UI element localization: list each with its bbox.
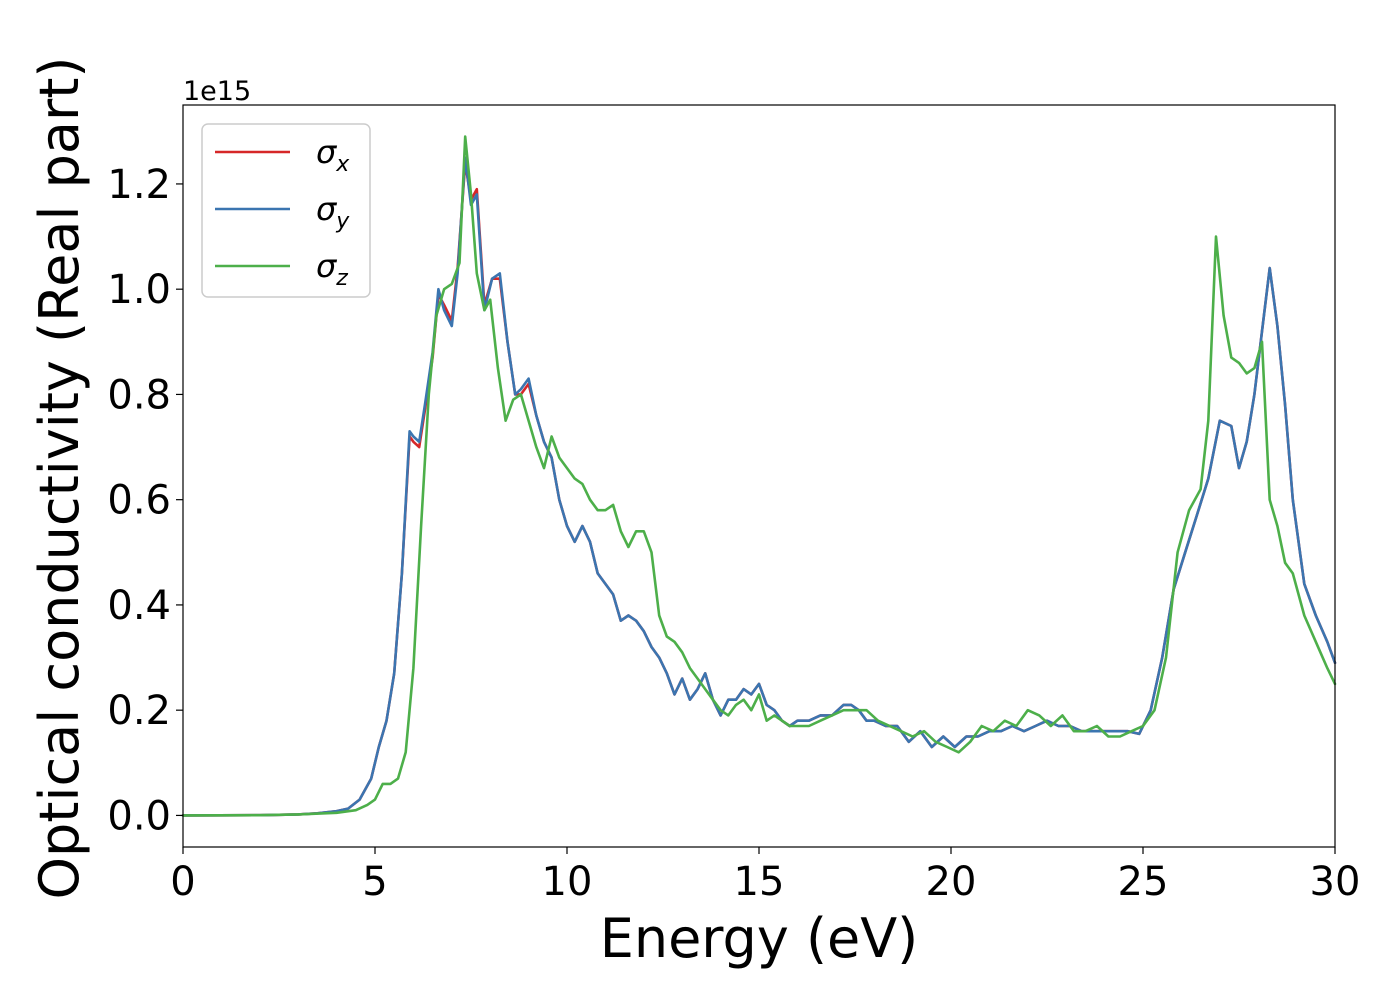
y-axis-label: Optical conductivity (Real part) (28, 57, 91, 900)
series-line-sigma-y (181, 156, 1337, 817)
legend-box (201, 123, 371, 298)
x-tick-label: 10 (542, 859, 593, 905)
x-tick-label: 30 (1310, 859, 1361, 905)
y-tick-label: 0.8 (107, 372, 171, 418)
legend-entries: σx σy σz (215, 133, 350, 291)
y-tick-label: 0.4 (107, 583, 171, 629)
x-tick-label: 0 (170, 859, 195, 905)
y-tick-label: 1.2 (107, 162, 171, 208)
x-tick-label: 5 (362, 859, 387, 905)
y-tick-label: 0.2 (107, 688, 171, 734)
series-layer (181, 135, 1337, 817)
legend-label-sigma-z: σz (316, 247, 348, 291)
x-tick-label: 15 (734, 859, 785, 905)
x-tick-label: 25 (1118, 859, 1169, 905)
legend: σx σy σz (201, 123, 371, 298)
y-axis: 0.0 0.2 0.4 0.6 0.8 1.0 1.2 (107, 162, 183, 839)
y-tick-label: 0.0 (107, 793, 171, 839)
legend-label-sigma-x: σx (316, 133, 350, 177)
x-axis: 0 5 10 15 20 25 30 (170, 847, 1360, 905)
y-tick-label: 1.0 (107, 267, 171, 313)
x-tick-label: 20 (926, 859, 977, 905)
y-offset-label: 1e15 (183, 76, 251, 107)
y-tick-label: 0.6 (107, 478, 171, 524)
series-line-sigma-z (181, 135, 1337, 817)
x-axis-label: Energy (eV) (600, 907, 919, 970)
legend-label-sigma-y: σy (316, 190, 350, 234)
